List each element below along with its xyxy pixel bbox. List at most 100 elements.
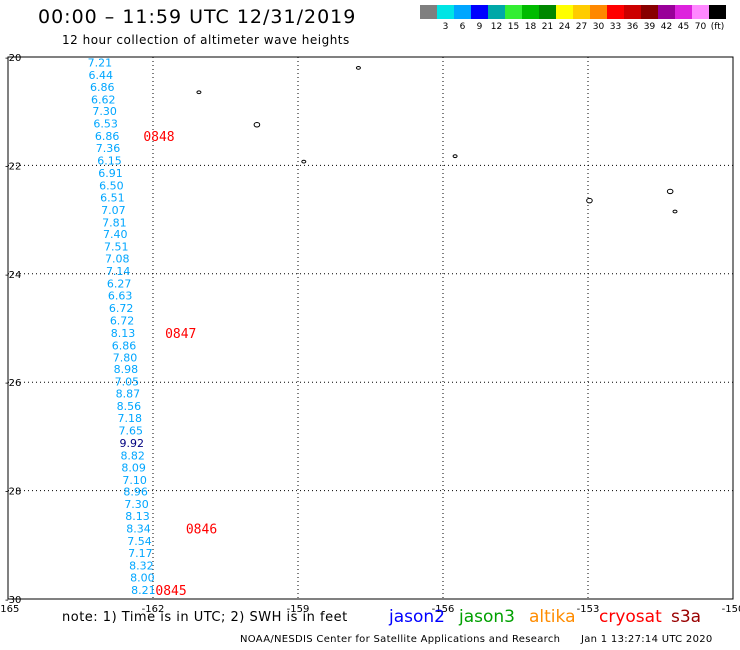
legend-label: 27 [575,22,588,32]
note-text: note: 1) Time is in UTC; 2) SWH is in fe… [62,610,348,625]
legend-swatch [658,5,675,19]
wave-height-label: 7.18 [118,412,143,425]
wave-height-label: 7.80 [113,351,138,364]
wave-height-label: 7.08 [105,253,130,266]
island-outline [666,188,674,195]
legend-label: 15 [507,22,520,32]
wave-height-label: 7.14 [106,265,131,278]
y-tick-label: -24 [5,270,21,281]
legend-item: 27 [573,5,590,32]
legend-swatch [539,5,556,19]
x-tick-label: -156 [432,604,455,615]
wave-height-label: 6.51 [100,191,125,204]
time-label: 0846 [186,523,217,538]
legend-item: 21 [539,5,556,32]
satellite-jason2: jason2 [389,607,445,627]
legend-item: 6 [454,5,471,32]
x-tick-label: -150 [722,604,740,615]
legend-item: 3 [437,5,454,32]
legend-label: 36 [626,22,639,32]
time-label: 0845 [155,584,186,599]
wave-height-label: 8.98 [114,363,139,376]
legend-item: 33 [607,5,624,32]
wave-height-label: 6.50 [99,179,124,192]
wave-height-label: 7.51 [104,241,129,254]
satellite-cryosat: cryosat [599,607,662,627]
legend-label: 39 [643,22,656,32]
x-tick-label: -159 [287,604,310,615]
y-tick-label: -26 [5,378,21,389]
credit-text: NOAA/NESDIS Center for Satellite Applica… [240,634,561,645]
wave-height-label: 7.40 [103,228,128,241]
color-legend: 3 6 9 12 15 18 21 24 27 30 33 36 39 42 45 70 (ft) [420,5,726,32]
legend-item: 39 [641,5,658,32]
legend-swatch [505,5,522,19]
wave-height-label: 6.91 [98,167,123,180]
legend-swatch [488,5,505,19]
wave-height-label: 7.30 [124,498,149,511]
time-label: 0848 [143,130,174,145]
legend-item: 42 [658,5,675,32]
legend-item: 15 [505,5,522,32]
legend-swatch [437,5,454,19]
island-outline [672,209,678,214]
wave-height-label: 6.63 [108,289,133,302]
legend-swatch [556,5,573,19]
legend-label: 33 [609,22,622,32]
y-tick-label: -22 [5,161,21,172]
wave-height-label: 8.13 [125,510,150,523]
x-tick-label: -162 [142,604,165,615]
map-frame [7,56,734,600]
legend-label: 6 [459,22,466,32]
timestamp-text: Jan 1 13:27:14 UTC 2020 [581,634,713,645]
wave-height-label: 6.86 [112,339,137,352]
x-tick-label: -153 [577,604,600,615]
legend-item [420,5,437,32]
wave-height-label: 7.54 [127,535,152,548]
y-tick-label: -20 [5,53,21,64]
legend-label: 70 [694,22,707,32]
wave-height-label: 7.30 [92,105,117,118]
wave-height-label: 6.27 [107,278,132,291]
wave-height-label: 8.21 [131,584,156,597]
island-outline [355,65,361,70]
legend-swatch [692,5,709,19]
page-title: 00:00 – 11:59 UTC 12/31/2019 [38,6,357,28]
page-subtitle: 12 hour collection of altimeter wave hei… [62,33,350,47]
legend-item: 30 [590,5,607,32]
wave-height-label: 7.10 [122,474,147,487]
legend-swatch [675,5,692,19]
legend-swatch [590,5,607,19]
legend-item: 9 [471,5,488,32]
wave-height-label: 7.81 [102,216,127,229]
y-tick-label: -28 [5,487,21,498]
wave-height-label: 8.13 [111,327,136,340]
legend-label: 42 [660,22,673,32]
legend-swatch [624,5,641,19]
legend-swatch [454,5,471,19]
legend-label: 45 [677,22,690,32]
legend-item: 36 [624,5,641,32]
wave-height-label: 7.17 [128,547,153,560]
wave-height-label: 8.00 [130,571,155,584]
legend-swatch [420,5,437,19]
wave-height-label: 7.65 [119,424,144,437]
wave-height-label: 7.05 [115,376,140,389]
wave-height-label: 7.36 [96,142,121,155]
wave-height-label: 6.15 [97,155,122,168]
legend-swatch [573,5,590,19]
wave-height-label: 8.09 [121,461,146,474]
island-outline [586,197,593,204]
satellite-s3a: s3a [671,607,702,627]
island-outline [301,159,307,164]
y-tick-label: -30 [5,595,21,606]
legend-label: 21 [541,22,554,32]
legend-item: 24 [556,5,573,32]
legend-item: 45 [675,5,692,32]
legend-swatch [471,5,488,19]
legend-label: 3 [442,22,449,32]
wave-height-label: 8.56 [117,400,142,413]
wave-height-label: 6.62 [91,93,116,106]
legend-label: 9 [476,22,483,32]
